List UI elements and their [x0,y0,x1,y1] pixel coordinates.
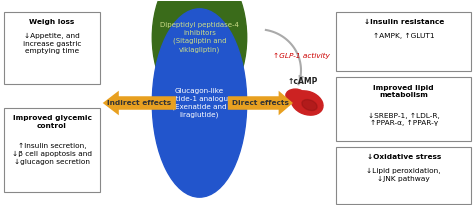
Text: Weigh loss: Weigh loss [29,19,74,25]
Text: ↓Oxidative stress: ↓Oxidative stress [366,154,441,160]
Ellipse shape [286,89,305,101]
Text: Dipeptidyl peptidase-4
inhibitors
(Sitagliptin and
viklagliptin): Dipeptidyl peptidase-4 inhibitors (Sitag… [160,22,239,53]
Text: Improved lipid
metabolism: Improved lipid metabolism [374,85,434,98]
FancyBboxPatch shape [337,12,471,71]
FancyBboxPatch shape [337,147,471,204]
Text: Direct effects: Direct effects [232,100,289,106]
Text: ↑Insulin secretion,
↓β cell apoptosis and
↓glucagon secretion: ↑Insulin secretion, ↓β cell apoptosis an… [12,143,92,165]
Text: ↑AMPK, ↑GLUT1: ↑AMPK, ↑GLUT1 [373,33,435,39]
Text: ↓Lipid peroxidation,
↓JNK pathway: ↓Lipid peroxidation, ↓JNK pathway [366,168,441,182]
Polygon shape [103,91,176,115]
Text: Glucagon-like
peptide-1 analogues
(Exenatide and
liraglutide): Glucagon-like peptide-1 analogues (Exena… [162,88,237,118]
FancyBboxPatch shape [4,108,100,192]
Text: ↑cAMP: ↑cAMP [287,77,318,86]
FancyBboxPatch shape [4,12,100,84]
Text: ↑GLP-1 activity: ↑GLP-1 activity [273,53,329,59]
Text: ↓SREBP-1, ↑LDL-R,
↑PPAR-α, ↑PPAR-γ: ↓SREBP-1, ↑LDL-R, ↑PPAR-α, ↑PPAR-γ [368,112,439,126]
Polygon shape [228,91,293,115]
Ellipse shape [152,9,246,197]
Text: ↓Insulin resistance: ↓Insulin resistance [364,19,444,25]
Text: Improved glycemic
control: Improved glycemic control [12,115,91,129]
Ellipse shape [302,99,317,111]
Text: Indirect effects: Indirect effects [107,100,172,106]
Ellipse shape [152,0,246,113]
FancyBboxPatch shape [337,77,471,141]
Text: ↓Appetite, and
increase gastric
emptying time: ↓Appetite, and increase gastric emptying… [23,33,81,54]
Ellipse shape [291,91,323,115]
